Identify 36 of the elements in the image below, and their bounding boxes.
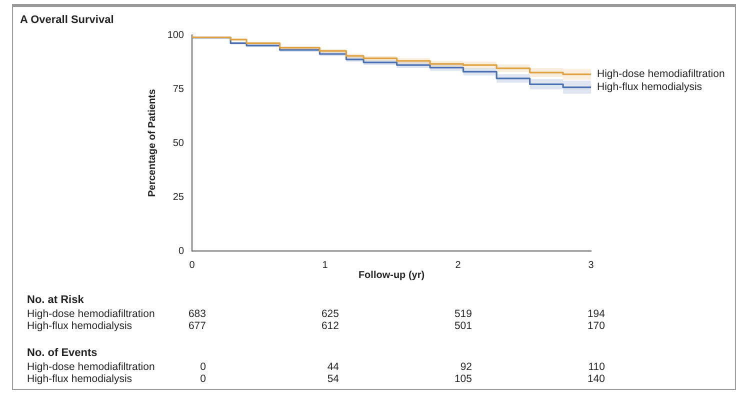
text: 612 [321,320,339,332]
text: High-flux hemodialysis [27,320,132,332]
y-tick-label: 0 [178,246,184,257]
text: 0 [200,373,206,385]
y-tick-label: 100 [167,30,184,41]
text: 105 [454,373,472,385]
series-label: High-dose hemodiafiltration [597,68,725,80]
text: 683 [188,308,206,320]
x-tick-label: 3 [588,260,594,271]
y-tick-label: 75 [172,84,184,95]
text: 501 [454,320,472,332]
text: 44 [327,361,339,373]
x-tick-label: 0 [189,260,196,271]
text: High-dose hemodiafiltration [27,308,155,320]
text: No. of Events [27,347,98,359]
text: 140 [587,373,605,385]
text: 54 [327,373,339,385]
text: High-dose hemodiafiltration [27,361,155,373]
text: 625 [321,308,339,320]
text: 170 [587,320,605,332]
text: 194 [587,308,605,320]
text: 519 [454,308,472,320]
x-tick-label: 2 [455,260,462,271]
series-label: High-flux hemodialysis [597,81,702,94]
y-tick-label: 50 [172,138,184,149]
text: 92 [460,361,472,373]
y-axis-title: Percentage of Patients [146,88,158,197]
text: A Overall Survival [20,14,114,26]
y-tick-label: 25 [172,192,184,203]
text: 677 [188,320,206,332]
text: 0 [200,361,206,373]
text: 110 [588,361,605,373]
text: No. at Risk [27,294,84,306]
x-axis-title: Follow-up (yr) [358,270,425,281]
x-tick-label: 1 [322,260,328,271]
text: High-flux hemodialysis [27,373,132,385]
